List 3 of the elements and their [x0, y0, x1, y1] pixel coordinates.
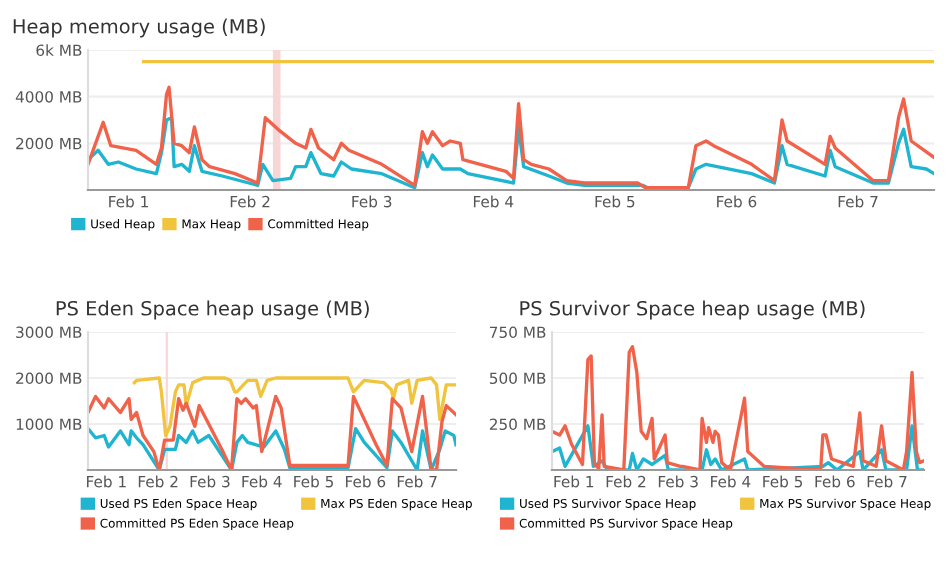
chart-title: PS Eden Space heap usage (MB): [56, 300, 369, 320]
chart-title: PS Survivor Space heap usage (MB): [520, 300, 865, 320]
chart-title: Heap memory usage (MB): [13, 18, 265, 38]
